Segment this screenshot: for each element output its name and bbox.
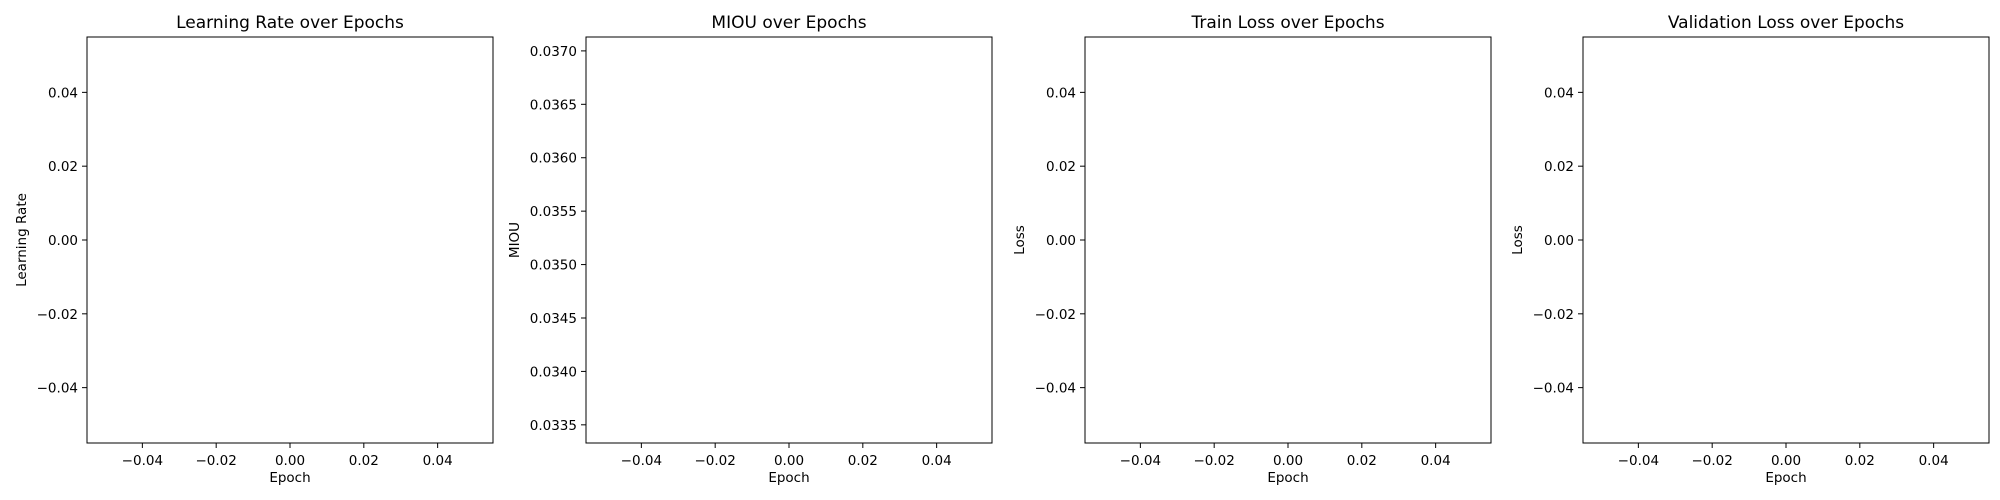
chart-title: MIOU over Epochs [711, 13, 866, 33]
y-axis: 0.0335 0.0340 0.0345 0.0350 0.0355 0.0360 0.03… [530, 44, 586, 434]
y-tick-label: 0.02 [1046, 159, 1076, 175]
x-tick-label: 0.04 [1421, 453, 1451, 469]
y-axis-label: Loss [1012, 225, 1028, 255]
x-axis: −0.04 −0.02 0.00 0.02 0.04 [621, 443, 952, 469]
x-tick-label: 0.00 [1771, 453, 1801, 469]
x-axis-label: Epoch [1765, 470, 1806, 486]
y-tick-label: 0.00 [1544, 233, 1574, 249]
x-axis-label: Epoch [1267, 470, 1308, 486]
y-tick-label: −0.04 [1035, 381, 1076, 397]
y-tick-label: 0.0340 [530, 364, 577, 380]
y-tick-label: 0.0350 [530, 258, 577, 274]
y-axis-label: MIOU [507, 222, 523, 258]
x-tick-label: −0.02 [1193, 453, 1234, 469]
subplot-learning-rate: Learning Rate over Epochs −0.04 −0.02 0.00… [14, 13, 494, 486]
y-tick-label: 0.0370 [530, 44, 577, 60]
y-tick-label: 0.04 [1046, 85, 1076, 101]
x-tick-label: 0.04 [922, 453, 952, 469]
x-tick-label: −0.02 [694, 453, 735, 469]
subplot-validation-loss: Validation Loss over Epochs −0.04 −0.02 0.… [1510, 13, 1990, 486]
x-tick-label: 0.02 [1347, 453, 1377, 469]
x-tick-label: 0.04 [423, 453, 453, 469]
x-tick-label: −0.04 [122, 453, 163, 469]
subplot-miou: MIOU over Epochs −0.04 −0.02 0.00 0.02 0.04 … [507, 13, 993, 486]
y-axis: −0.04 −0.02 0.00 0.02 0.04 [37, 85, 87, 397]
y-tick-label: 0.04 [1544, 85, 1574, 101]
x-tick-label: 0.00 [774, 453, 804, 469]
y-tick-label: 0.0360 [530, 151, 577, 167]
x-tick-label: −0.04 [1618, 453, 1659, 469]
y-tick-label: 0.02 [48, 159, 78, 175]
y-axis-label: Learning Rate [14, 193, 30, 287]
x-tick-label: −0.04 [621, 453, 662, 469]
y-tick-label: 0.04 [48, 85, 78, 101]
y-tick-label: −0.02 [1035, 307, 1076, 323]
y-tick-label: 0.0365 [530, 97, 577, 113]
y-axis: −0.04 −0.02 0.00 0.02 0.04 [1533, 85, 1583, 397]
y-tick-label: 0.0355 [530, 204, 577, 220]
x-tick-label: −0.02 [1691, 453, 1732, 469]
chart-title: Train Loss over Epochs [1190, 13, 1384, 33]
x-axis-label: Epoch [269, 470, 310, 486]
chart-title: Learning Rate over Epochs [176, 13, 404, 33]
x-tick-label: 0.02 [349, 453, 379, 469]
y-tick-label: 0.02 [1544, 159, 1574, 175]
x-axis-label: Epoch [768, 470, 809, 486]
x-axis: −0.04 −0.02 0.00 0.02 0.04 [1618, 443, 1949, 469]
y-tick-label: −0.02 [37, 307, 78, 323]
x-tick-label: 0.04 [1919, 453, 1949, 469]
y-tick-label: −0.02 [1533, 307, 1574, 323]
x-tick-label: −0.02 [195, 453, 236, 469]
y-tick-label: −0.04 [37, 381, 78, 397]
x-tick-label: −0.04 [1120, 453, 1161, 469]
y-tick-label: 0.00 [1046, 233, 1076, 249]
y-axis-label: Loss [1510, 225, 1526, 255]
y-axis: −0.04 −0.02 0.00 0.02 0.04 [1035, 85, 1085, 397]
y-tick-label: 0.00 [48, 233, 78, 249]
x-tick-label: 0.00 [1273, 453, 1303, 469]
chart-title: Validation Loss over Epochs [1668, 13, 1904, 33]
subplot-train-loss: Train Loss over Epochs −0.04 −0.02 0.00 0.0… [1012, 13, 1492, 486]
x-tick-label: 0.02 [1845, 453, 1875, 469]
x-axis: −0.04 −0.02 0.00 0.02 0.04 [122, 443, 453, 469]
x-tick-label: 0.00 [275, 453, 305, 469]
y-tick-label: −0.04 [1533, 381, 1574, 397]
x-axis: −0.04 −0.02 0.00 0.02 0.04 [1120, 443, 1451, 469]
y-tick-label: 0.0335 [530, 418, 577, 434]
x-tick-label: 0.02 [848, 453, 878, 469]
y-tick-label: 0.0345 [530, 311, 577, 327]
